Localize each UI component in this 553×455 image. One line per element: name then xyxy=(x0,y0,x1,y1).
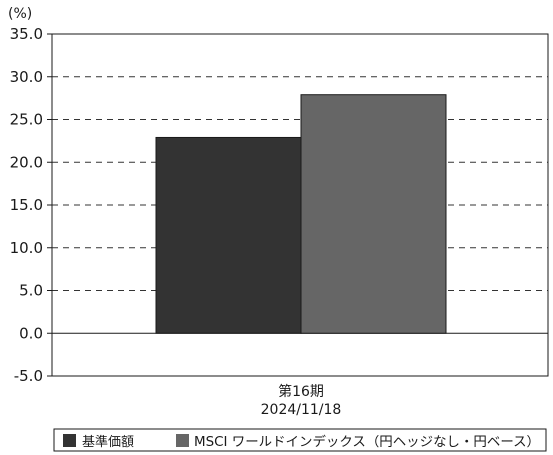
legend-label-msci: MSCI ワールドインデックス（円ヘッジなし・円ベース） xyxy=(194,434,540,450)
bar-msci xyxy=(300,94,447,334)
y-tick-label: 20.0 xyxy=(10,153,43,171)
y-tick-label: 15.0 xyxy=(10,196,43,214)
y-tick-label: 30.0 xyxy=(10,68,43,86)
y-tick-label: 25.0 xyxy=(10,111,43,129)
bar-nav xyxy=(155,136,302,334)
y-tick-label: 10.0 xyxy=(10,239,43,257)
legend: 基準価額 MSCI ワールドインデックス（円ヘッジなし・円ベース） xyxy=(53,428,547,452)
y-tick-label: 0.0 xyxy=(19,324,43,342)
bars xyxy=(155,94,447,334)
y-tick-label: 5.0 xyxy=(19,282,43,300)
legend-label-nav: 基準価額 xyxy=(82,434,134,450)
legend-swatch-nav xyxy=(63,434,76,447)
x-category-label: 第16期 xyxy=(278,383,324,400)
y-tick-label: 35.0 xyxy=(10,25,43,43)
y-unit-label: (%) xyxy=(8,6,32,22)
legend-swatch-msci xyxy=(176,434,189,447)
y-tick-label: -5.0 xyxy=(14,367,43,385)
x-category-date: 2024/11/18 xyxy=(261,402,342,418)
y-axis-ticks: 35.0 30.0 25.0 20.0 15.0 10.0 5.0 0.0 -5.0 xyxy=(10,25,52,385)
